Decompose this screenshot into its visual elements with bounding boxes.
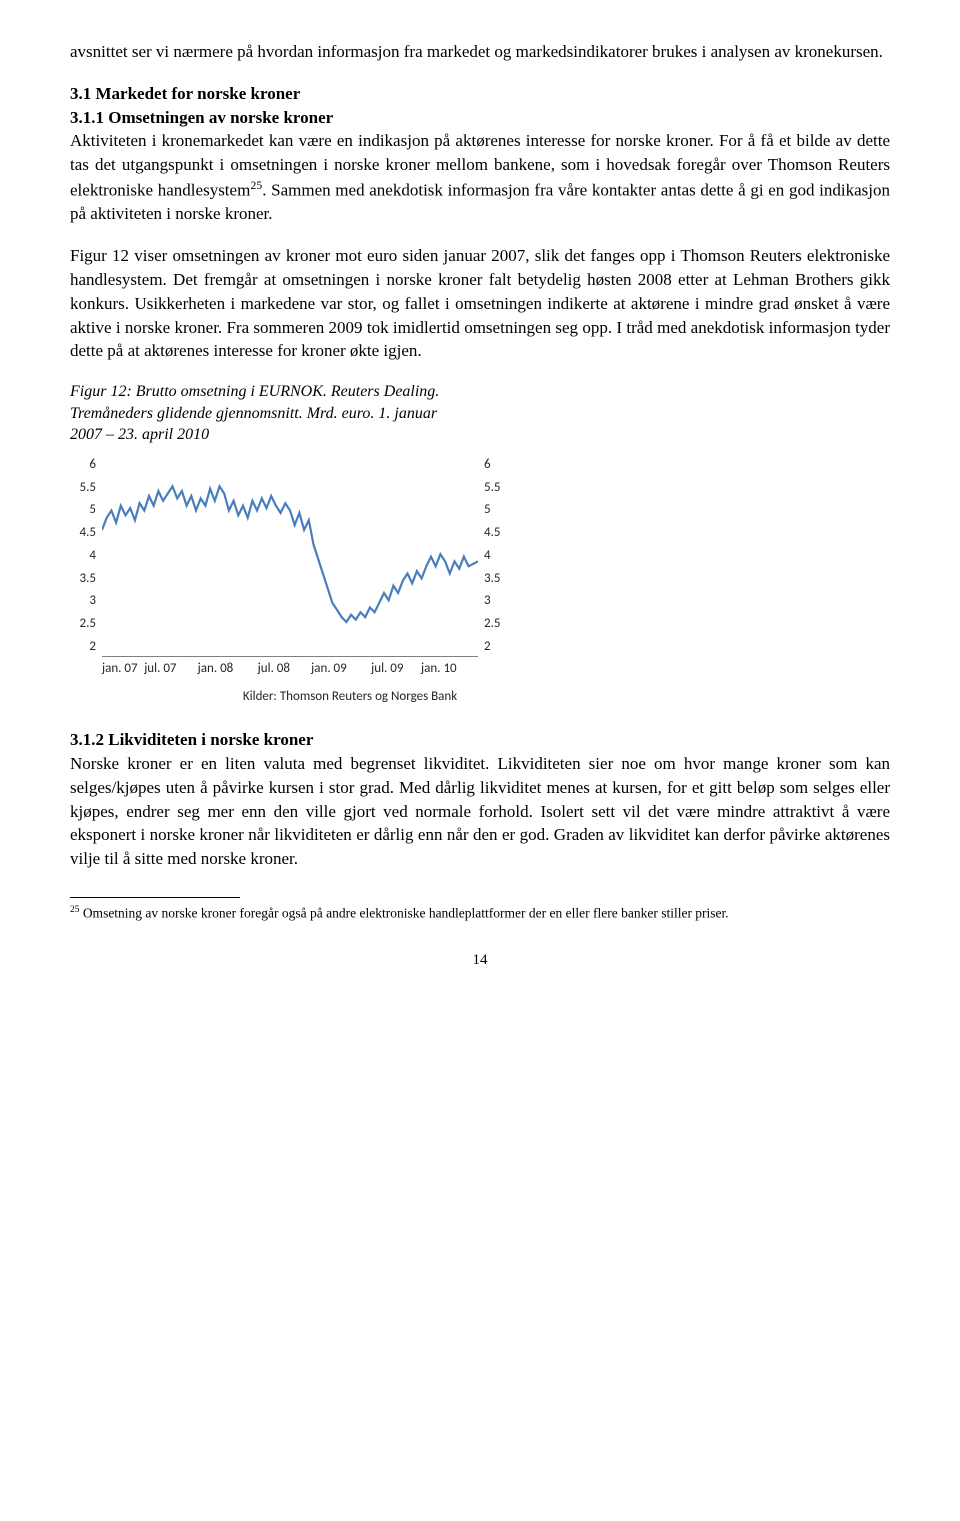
y-axis-left: 65.554.543.532.52 [70, 456, 96, 656]
paragraph-311: 3.1.1 Omsetningen av norske kroner Aktiv… [70, 106, 890, 227]
chart-line [102, 486, 478, 622]
figure-12-chart: 65.554.543.532.52 65.554.543.532.52 jan.… [70, 456, 510, 706]
paragraph-intro: avsnittet ser vi nærmere på hvordan info… [70, 40, 890, 64]
paragraph-fig12-desc: Figur 12 viser omsetningen av kroner mot… [70, 244, 890, 363]
footnote-25: 25 Omsetning av norske kroner foregår og… [70, 904, 890, 922]
figcap-line2: Tremåneders glidende gjennomsnitt. Mrd. … [70, 405, 437, 422]
paragraph-312: 3.1.2 Likviditeten i norske kroner Norsk… [70, 728, 890, 871]
heading-3-1-2: 3.1.2 Likviditeten i norske kroner [70, 730, 313, 749]
figure-12-caption: Figur 12: Brutto omsetning i EURNOK. Reu… [70, 381, 890, 446]
chart-plot [102, 462, 478, 657]
chart-area: 65.554.543.532.52 65.554.543.532.52 jan.… [70, 456, 510, 686]
footnote-25-text: Omsetning av norske kroner foregår også … [79, 905, 728, 920]
heading-3-1: 3.1 Markedet for norske kroner [70, 82, 890, 106]
figcap-line3: 2007 – 23. april 2010 [70, 426, 209, 443]
y-axis-right: 65.554.543.532.52 [484, 456, 510, 656]
para4-text: Norske kroner er en liten valuta med beg… [70, 754, 890, 868]
chart-source: Kilder: Thomson Reuters og Norges Bank [190, 688, 510, 706]
page-number: 14 [70, 950, 890, 971]
chart-svg [102, 462, 478, 656]
footnote-separator [70, 897, 240, 898]
figcap-line1: Figur 12: Brutto omsetning i EURNOK. Reu… [70, 383, 439, 400]
footnote-ref-25: 25 [250, 178, 262, 192]
heading-3-1-1: 3.1.1 Omsetningen av norske kroner [70, 108, 333, 127]
x-axis: jan. 07jul. 07jan. 08jul. 08jan. 09jul. … [102, 660, 478, 686]
